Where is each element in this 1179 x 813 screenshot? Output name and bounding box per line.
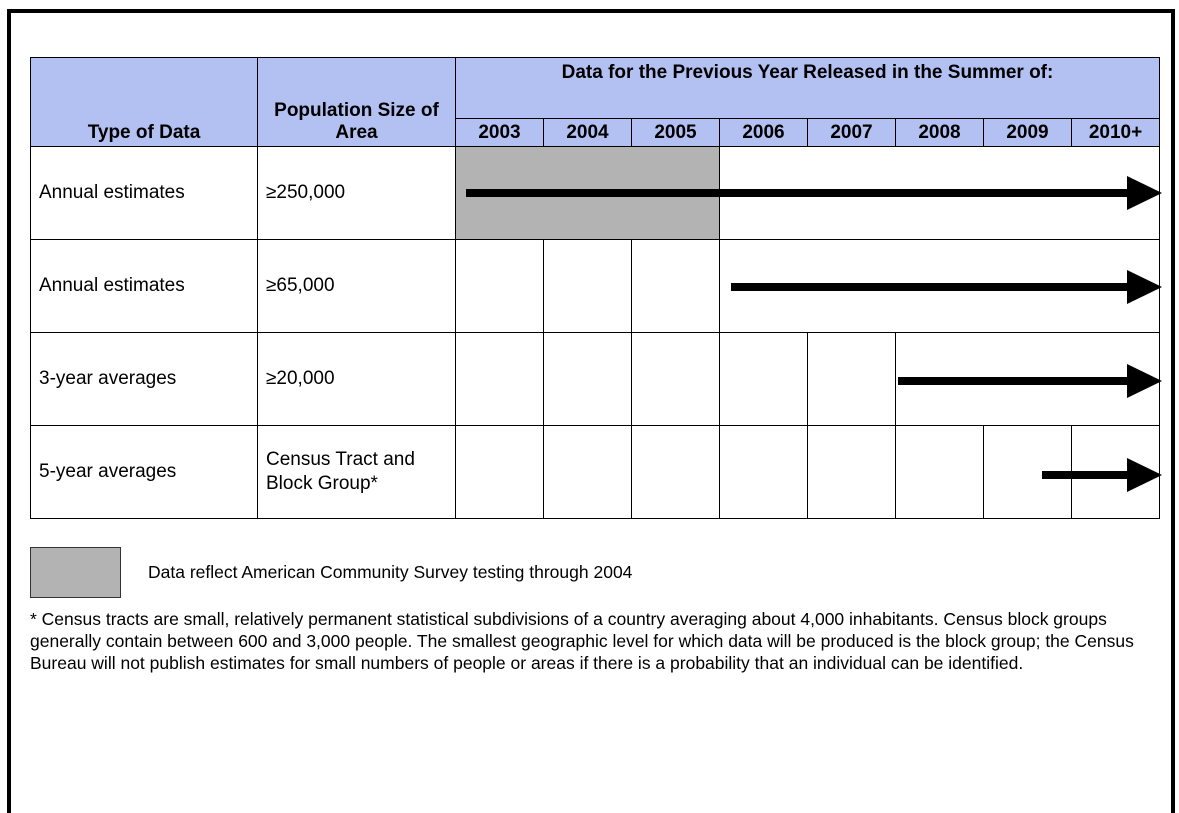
cell: ≥250,000: [257, 146, 456, 240]
arrow: [731, 270, 1162, 304]
cell: 3-year averages: [30, 332, 258, 426]
arrow: [1042, 458, 1162, 492]
timeline-cell: [895, 425, 984, 519]
frame: [7, 9, 1175, 813]
legend-text: Data reflect American Community Survey t…: [148, 562, 633, 582]
page: Type of Data Population Size of Area Data …: [7, 9, 1175, 813]
footnote: * Census tracts are small, relatively pe…: [30, 609, 1134, 673]
timeline-cell: [631, 239, 720, 333]
year-cell: 2005: [631, 118, 720, 147]
year-cell: 2004: [543, 118, 632, 147]
header-row: 2003 2004 2005 2006 2007 2008 2009 2010+: [31, 118, 1160, 147]
header-cell: Type of Data: [30, 57, 258, 147]
header-row: Type of Data Population Size of Area Data …: [30, 57, 1160, 147]
timeline-cell: [631, 332, 720, 426]
year-cell: 2010+: [1071, 118, 1160, 147]
year-cell: 2008: [895, 118, 984, 147]
cell: Annual estimates: [30, 239, 258, 333]
timeline-cell: [719, 425, 808, 519]
cell: ≥65,000: [257, 239, 456, 333]
body-row: 3-year averages ≥20,000: [30, 332, 1160, 426]
timeline-cell: [807, 425, 896, 519]
arrow: [898, 364, 1162, 398]
timeline-cell: [543, 425, 632, 519]
timeline-cell: [543, 332, 632, 426]
legend-swatch: [30, 547, 121, 598]
body-row: 5-year averages Census Tract and Block Gr…: [30, 425, 1160, 519]
cell: Census Tract and Block Group*: [257, 425, 456, 519]
timeline-cell: [455, 425, 544, 519]
year-cell: 2007: [807, 118, 896, 147]
cell: 5-year averages: [30, 425, 258, 519]
timeline-cell: [455, 332, 544, 426]
arrow: [466, 176, 1162, 210]
timeline-cell: [807, 332, 896, 426]
cell: Annual estimates: [30, 146, 258, 240]
arrows: [466, 176, 1162, 492]
